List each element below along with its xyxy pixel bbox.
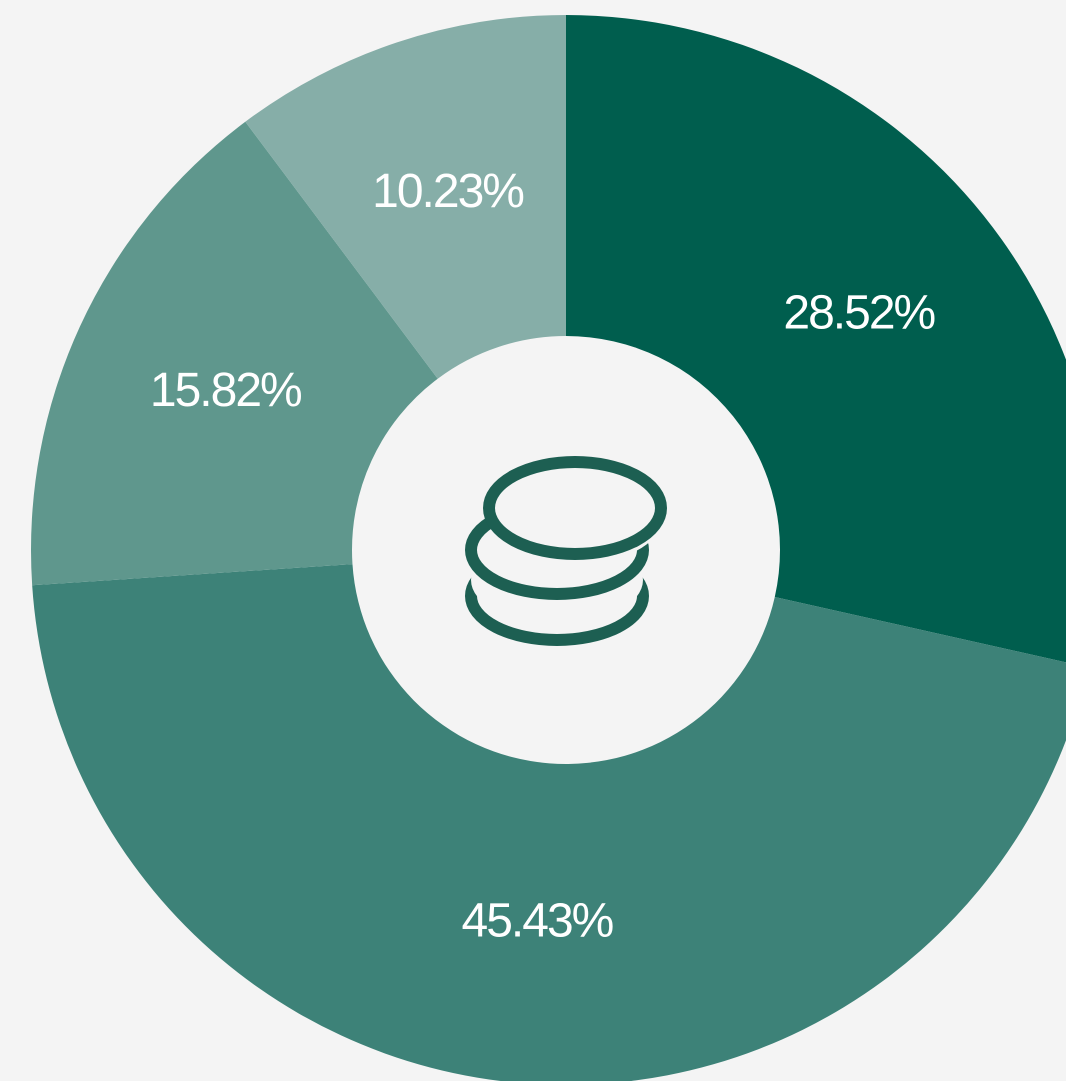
slices <box>31 15 1066 1081</box>
slice <box>245 15 567 379</box>
coins-icon <box>465 456 667 646</box>
value-label: 45.43% <box>462 895 613 948</box>
value-label: 15.82% <box>150 364 301 417</box>
slice <box>566 15 1066 663</box>
slice <box>32 564 1066 1081</box>
slice <box>31 121 438 586</box>
value-label: 28.52% <box>783 286 934 339</box>
value-label: 10.23% <box>372 165 523 218</box>
